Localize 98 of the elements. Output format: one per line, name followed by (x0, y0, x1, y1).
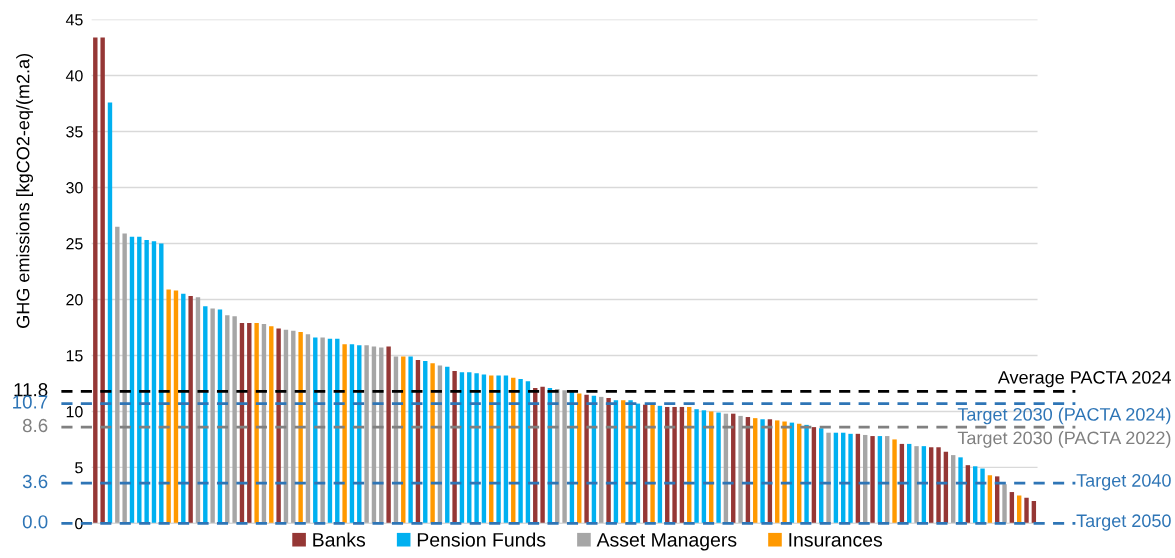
bar (137, 236, 142, 524)
bar (870, 436, 875, 524)
ref-line-label: Target 2040 (1076, 474, 1171, 491)
y-tick-label: 35 (66, 126, 83, 138)
bar (599, 396, 604, 524)
bar (1002, 484, 1007, 524)
text: 10.7 (13, 395, 48, 409)
y-axis-title: GHG emissions [kgCO2-eq/(m2.a) (16, 54, 34, 328)
y-tick-label: 45 (65, 14, 83, 26)
y-tick-label: 5 (75, 462, 83, 474)
bar (320, 337, 325, 524)
bar (166, 289, 171, 524)
bar (159, 243, 164, 524)
bar (430, 363, 435, 524)
bar (826, 432, 831, 524)
bar (540, 386, 545, 524)
bar (445, 366, 450, 524)
y-tick-label: 25 (66, 238, 83, 250)
bar (914, 446, 919, 524)
bar (232, 316, 237, 524)
bar (775, 420, 780, 524)
bar (144, 240, 149, 524)
bar (760, 419, 765, 524)
bar (657, 405, 663, 524)
bar (291, 330, 296, 524)
bar (276, 328, 281, 524)
y-tick-label: 15 (66, 350, 83, 362)
text: 8.6 (22, 418, 48, 433)
bar (1024, 497, 1029, 524)
bar (481, 374, 487, 524)
bar (855, 433, 861, 524)
bar (254, 322, 259, 524)
bar (210, 308, 215, 524)
bar (679, 406, 685, 524)
bar (584, 394, 589, 524)
bar (122, 233, 127, 524)
text: 0.0 (22, 515, 48, 529)
ref-line-label: Target 2050 (1076, 514, 1171, 531)
ref-line-label: Target 2030 (PACTA 2022) (957, 431, 1171, 448)
bar (892, 439, 897, 524)
bar (173, 290, 179, 524)
bar (496, 375, 501, 524)
bar (342, 344, 347, 524)
y-tick-label: 10 (66, 406, 83, 418)
bar (848, 433, 853, 524)
bar (305, 334, 311, 524)
bar (1009, 492, 1015, 524)
bar (181, 293, 186, 524)
bar (936, 447, 941, 524)
bar (833, 432, 839, 524)
legend-label: Pension Funds (417, 532, 546, 547)
bar (327, 338, 333, 524)
bar (364, 345, 369, 524)
bar (804, 424, 809, 524)
bar (151, 241, 157, 524)
bar (635, 403, 641, 524)
y-tick-label: 30 (66, 182, 83, 194)
bar (738, 415, 743, 524)
bar (562, 390, 567, 524)
bar (694, 409, 699, 524)
bar (929, 447, 934, 524)
bar (188, 296, 193, 524)
bar (958, 457, 963, 524)
bar (782, 421, 787, 524)
bar (753, 418, 758, 524)
bar (951, 455, 956, 524)
bar (115, 226, 120, 524)
bar (672, 406, 677, 524)
legend-label: Insurances (789, 533, 883, 547)
bar (408, 356, 413, 524)
bar (518, 378, 523, 524)
bar (980, 468, 985, 524)
bar (628, 400, 633, 524)
bar (987, 475, 993, 524)
text: 3.6 (22, 474, 48, 489)
bar (811, 427, 817, 524)
ref-line-label: Average PACTA 2024 (997, 371, 1171, 388)
bar (298, 331, 303, 524)
bar (503, 375, 509, 524)
legend-label: Banks (313, 532, 366, 547)
bar (716, 412, 721, 524)
y-tick-label: 40 (65, 70, 83, 82)
text: 11.8 (14, 383, 48, 397)
ref-line-label: Target 2030 (PACTA 2024) (957, 407, 1171, 425)
bar (621, 400, 626, 524)
bar (93, 37, 98, 524)
bar (606, 398, 611, 524)
bar (100, 37, 105, 524)
bar (269, 326, 274, 524)
bar (474, 373, 479, 524)
bar (650, 404, 655, 524)
bar (423, 361, 428, 524)
bar (386, 346, 391, 524)
bar (129, 236, 135, 524)
bar (247, 322, 252, 524)
bar (203, 306, 208, 524)
legend-label: Asset Managers (596, 533, 737, 551)
y-tick-label: 20 (66, 294, 83, 306)
